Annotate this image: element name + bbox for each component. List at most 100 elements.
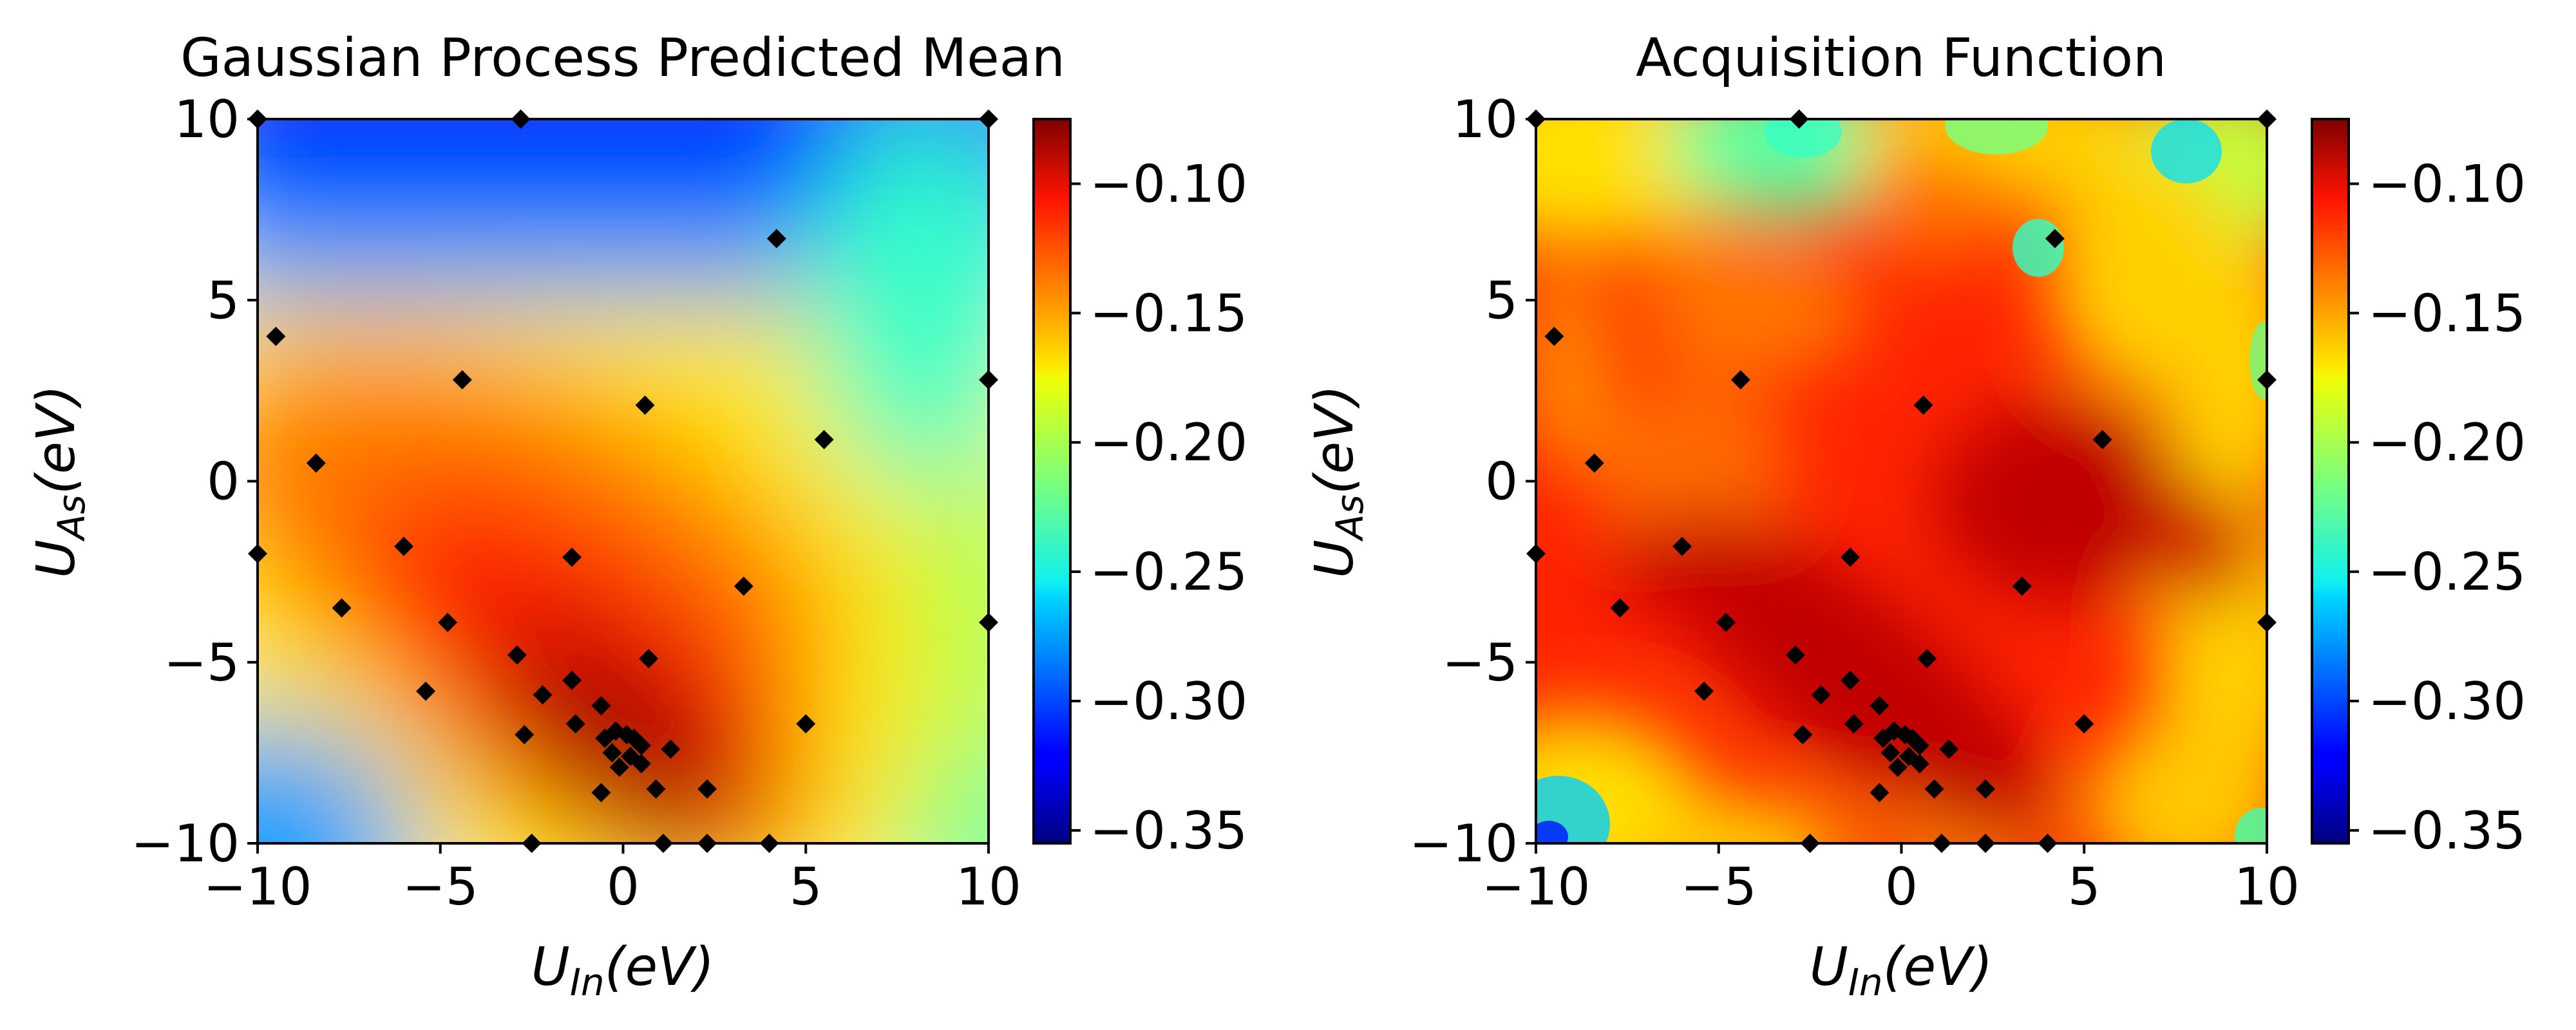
x-axis-ticks: −10 −5 0 5 10 bbox=[1482, 843, 2300, 917]
x-tick-label: 10 bbox=[956, 857, 1021, 917]
panel-acquisition: Acquisition Function bbox=[1304, 28, 2526, 1004]
colorbar-tick-label: −0.35 bbox=[2368, 801, 2526, 861]
sample-point bbox=[507, 645, 527, 665]
panel-gp-mean: Gaussian Process Predicted Mean −10 −5 0 5 1… bbox=[26, 28, 1247, 1004]
sample-point bbox=[1880, 743, 1900, 763]
sample-point bbox=[1785, 645, 1805, 665]
y-tick-label: 10 bbox=[1452, 89, 1518, 149]
sample-point bbox=[814, 429, 834, 449]
sample-point bbox=[2012, 576, 2032, 596]
sample-point bbox=[591, 783, 611, 803]
sample-point bbox=[2092, 429, 2112, 449]
sample-point bbox=[1811, 685, 1831, 705]
sample-point bbox=[1694, 681, 1714, 701]
sample-point bbox=[562, 670, 582, 690]
chart-title: Gaussian Process Predicted Mean bbox=[180, 28, 1065, 89]
sample-points bbox=[248, 109, 998, 853]
sample-point bbox=[646, 779, 666, 799]
y-tick-label: 5 bbox=[207, 270, 240, 330]
sample-point bbox=[1870, 696, 1889, 716]
y-tick-label: 0 bbox=[207, 452, 240, 512]
x-axis-ticks: −10 −5 0 5 10 bbox=[204, 843, 1021, 917]
heatmap-gp-mean bbox=[258, 119, 989, 843]
sample-point bbox=[1610, 598, 1630, 618]
sample-point bbox=[416, 681, 436, 701]
colorbar: −0.10 −0.15 −0.20 −0.25 −0.30 −0.35 bbox=[2311, 118, 2526, 861]
x-tick-label: −5 bbox=[402, 857, 478, 917]
y-axis-label: UAs(eV) bbox=[1304, 385, 1372, 578]
colorbar-tick-label: −0.30 bbox=[2368, 671, 2526, 731]
sample-point bbox=[1909, 754, 1929, 774]
colorbar: −0.10 −0.15 −0.20 −0.25 −0.30 −0.35 bbox=[1032, 118, 1247, 861]
sample-point bbox=[639, 649, 659, 669]
x-tick-label: −10 bbox=[1482, 857, 1591, 917]
colorbar-ticks: −0.10 −0.15 −0.20 −0.25 −0.30 −0.35 bbox=[2349, 154, 2526, 861]
sample-point bbox=[766, 229, 786, 248]
sample-point bbox=[266, 326, 286, 346]
sample-point bbox=[609, 757, 629, 777]
sample-point bbox=[515, 725, 535, 745]
sample-point bbox=[332, 598, 352, 618]
y-tick-label: −10 bbox=[1409, 814, 1518, 874]
sample-point bbox=[661, 739, 681, 759]
sample-point bbox=[635, 395, 655, 415]
sample-point bbox=[2045, 229, 2065, 248]
sample-point bbox=[394, 536, 413, 556]
x-tick-label: −5 bbox=[1681, 857, 1757, 917]
y-axis-label: UAs(eV) bbox=[26, 385, 93, 578]
sample-point bbox=[796, 714, 816, 734]
sample-point bbox=[1870, 783, 1889, 803]
sample-point bbox=[1873, 728, 1893, 748]
x-tick-label: 10 bbox=[2234, 857, 2300, 917]
x-axis-label: UIn(eV) bbox=[531, 937, 714, 1004]
sample-point bbox=[1917, 649, 1937, 669]
y-axis-ticks: −10 −5 0 5 10 bbox=[131, 89, 258, 874]
colorbar-tick-label: −0.35 bbox=[1090, 801, 1247, 861]
colorbar-gradient bbox=[1032, 118, 1072, 845]
y-tick-label: −10 bbox=[131, 814, 240, 874]
sample-point bbox=[565, 714, 585, 734]
sample-point bbox=[1924, 779, 1944, 799]
colorbar-tick-label: −0.30 bbox=[1090, 671, 1247, 731]
colorbar-tick-label: −0.15 bbox=[1090, 283, 1247, 343]
y-tick-label: −5 bbox=[164, 633, 240, 693]
sample-point bbox=[734, 576, 753, 596]
sample-point bbox=[1939, 739, 1959, 759]
x-tick-label: −10 bbox=[204, 857, 312, 917]
sample-point bbox=[452, 370, 472, 389]
colorbar-tick-label: −0.10 bbox=[2368, 154, 2526, 214]
colorbar-tick-label: −0.25 bbox=[2368, 542, 2526, 602]
x-tick-label: 0 bbox=[1885, 857, 1918, 917]
chart-title: Acquisition Function bbox=[1636, 28, 2166, 89]
sample-point bbox=[1909, 736, 1929, 756]
colorbar-tick-label: −0.25 bbox=[1090, 542, 1247, 602]
sample-point bbox=[595, 728, 615, 748]
sample-point bbox=[591, 696, 611, 716]
y-axis-ticks: −10 −5 0 5 10 bbox=[1409, 89, 1536, 874]
sample-point bbox=[697, 779, 717, 799]
x-axis-label: UIn(eV) bbox=[1810, 937, 1993, 1004]
sample-point bbox=[1672, 536, 1692, 556]
colorbar-tick-label: −0.15 bbox=[2368, 283, 2526, 343]
y-tick-label: 10 bbox=[174, 89, 240, 149]
sample-point bbox=[631, 736, 651, 756]
sample-point bbox=[1793, 725, 1813, 745]
sample-point bbox=[1544, 326, 1564, 346]
sample-point bbox=[562, 547, 582, 567]
x-tick-label: 0 bbox=[607, 857, 639, 917]
heatmap-acquisition bbox=[1536, 119, 2267, 843]
sample-point bbox=[1844, 714, 1864, 734]
sample-point bbox=[1841, 670, 1861, 690]
sample-point bbox=[1584, 453, 1604, 473]
sample-point bbox=[533, 685, 553, 705]
sample-point bbox=[1730, 370, 1750, 389]
sample-point bbox=[1888, 757, 1908, 777]
sample-point bbox=[1913, 395, 1933, 415]
sample-point bbox=[2074, 714, 2094, 734]
x-tick-label: 5 bbox=[2068, 857, 2101, 917]
colorbar-ticks: −0.10 −0.15 −0.20 −0.25 −0.30 −0.35 bbox=[1070, 154, 1247, 861]
y-tick-label: −5 bbox=[1442, 633, 1518, 693]
colorbar-gradient bbox=[2311, 118, 2350, 845]
sample-point bbox=[1841, 547, 1861, 567]
